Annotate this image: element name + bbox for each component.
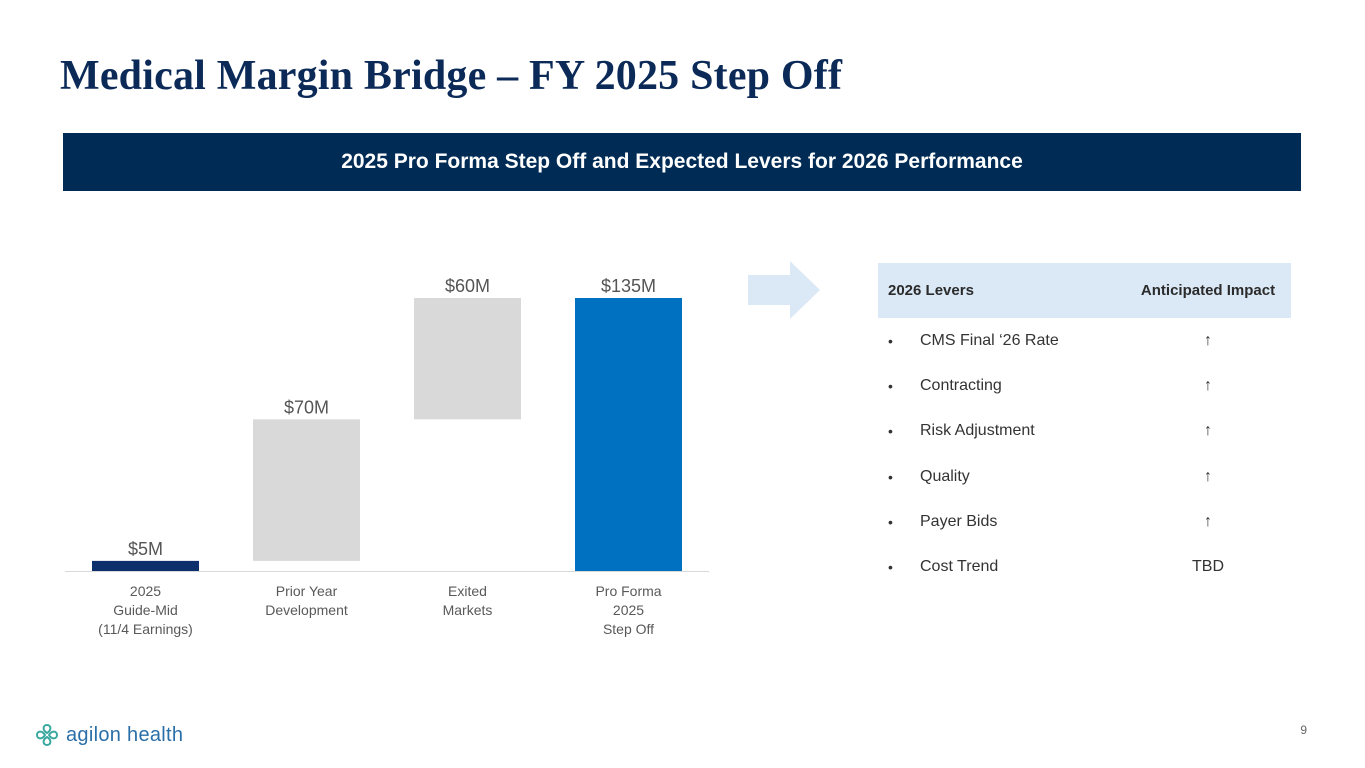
data-label: $135M xyxy=(601,276,656,296)
category-label: Prior Year xyxy=(276,583,338,599)
agilon-logo-icon xyxy=(35,723,59,747)
levers-table-body: • CMS Final ‘26 Rate ↑ • Contracting ↑ • Risk A… xyxy=(878,318,1291,590)
data-label: $60M xyxy=(445,276,490,296)
logo-text: agilon health xyxy=(66,723,184,746)
bar-3 xyxy=(414,298,521,420)
category-label: Guide-Mid xyxy=(113,602,178,618)
bullet: • xyxy=(888,423,893,440)
category-label: 2025 xyxy=(613,602,644,618)
lever-impact: TBD xyxy=(1192,558,1224,576)
lever-row: • Payer Bids ↑ xyxy=(878,499,1291,544)
section-banner: 2025 Pro Forma Step Off and Expected Lev… xyxy=(63,133,1301,191)
bullet: • xyxy=(888,468,893,485)
lever-row: • CMS Final ‘26 Rate ↑ xyxy=(878,318,1291,363)
bullet: • xyxy=(888,513,893,530)
waterfall-chart: $5M 2025 Guide-Mid (11/4 Earnings) $70M Prior… xyxy=(65,276,709,637)
lever-impact: ↑ xyxy=(1204,331,1212,349)
levers-column-header: 2026 Levers xyxy=(888,282,974,299)
levers-table: 2026 Levers Anticipated Impact • CMS Fina… xyxy=(878,263,1291,590)
lever-name: Payer Bids xyxy=(920,512,998,530)
lever-row: • Cost Trend TBD xyxy=(878,544,1291,589)
lever-impact: ↑ xyxy=(1204,512,1212,530)
lever-row: • Quality ↑ xyxy=(878,454,1291,499)
category-label: Step Off xyxy=(603,621,654,637)
page-number: 9 xyxy=(1300,723,1307,737)
lever-impact: ↑ xyxy=(1204,422,1212,440)
lever-impact: ↑ xyxy=(1204,376,1212,394)
right-arrow-icon xyxy=(748,261,820,319)
lever-name: CMS Final ‘26 Rate xyxy=(920,331,1059,349)
impact-column-header: Anticipated Impact xyxy=(1140,281,1276,299)
lever-name: Quality xyxy=(920,467,970,485)
category-label: 2025 xyxy=(130,583,161,599)
bullet: • xyxy=(888,559,893,576)
category-label: Development xyxy=(265,602,348,618)
company-logo: agilon health xyxy=(34,722,183,748)
lever-name: Risk Adjustment xyxy=(920,422,1035,440)
lever-row: • Contracting ↑ xyxy=(878,363,1291,408)
lever-impact: ↑ xyxy=(1204,467,1212,485)
lever-name: Contracting xyxy=(920,376,1002,394)
banner-text: 2025 Pro Forma Step Off and Expected Lev… xyxy=(341,150,1023,173)
data-label: $70M xyxy=(284,397,329,417)
lever-name: Cost Trend xyxy=(920,558,999,576)
category-label: Pro Forma xyxy=(595,583,661,599)
bar-4 xyxy=(575,298,682,571)
bar-1 xyxy=(92,560,199,571)
category-label: Exited xyxy=(448,583,487,599)
page-title: Medical Margin Bridge – FY 2025 Step Off xyxy=(60,53,843,99)
bar-2 xyxy=(253,419,360,561)
data-label: $5M xyxy=(128,539,163,559)
bullet: • xyxy=(888,377,893,394)
category-label: (11/4 Earnings) xyxy=(98,621,193,637)
levers-table-header: 2026 Levers Anticipated Impact xyxy=(878,263,1291,318)
category-label: Markets xyxy=(443,602,493,618)
lever-row: • Risk Adjustment ↑ xyxy=(878,409,1291,454)
bullet: • xyxy=(888,332,893,349)
